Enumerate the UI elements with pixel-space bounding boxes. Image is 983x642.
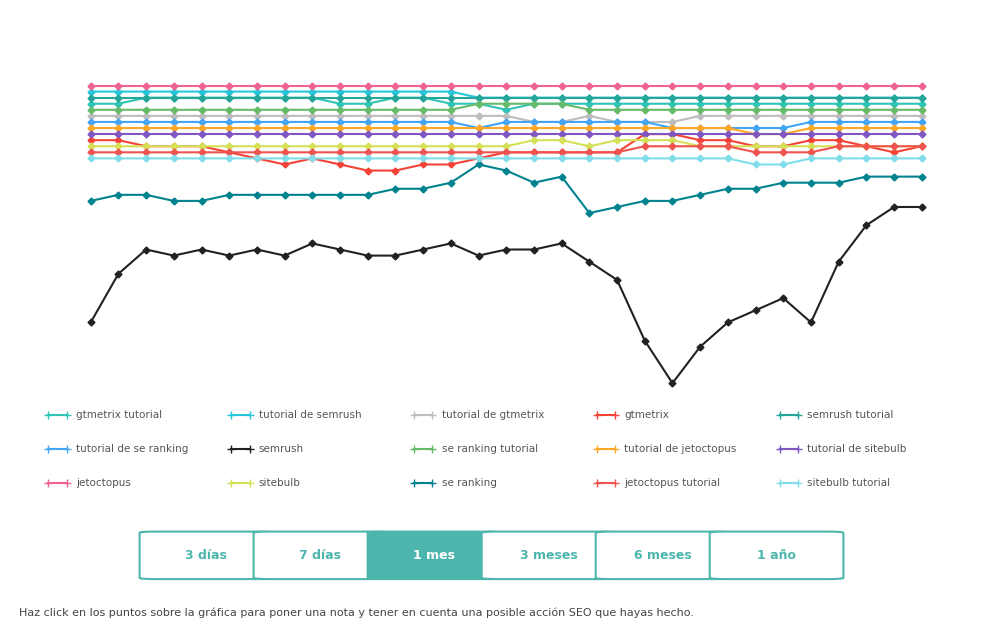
FancyBboxPatch shape <box>710 532 843 579</box>
Text: gtmetrix tutorial: gtmetrix tutorial <box>76 410 162 420</box>
Text: se ranking tutorial: se ranking tutorial <box>441 444 538 454</box>
Text: tutorial de se ranking: tutorial de se ranking <box>76 444 189 454</box>
Text: 3 días: 3 días <box>186 549 227 562</box>
Text: 3 meses: 3 meses <box>520 549 577 562</box>
Text: sitebulb: sitebulb <box>259 478 301 488</box>
Text: tutorial de semrush: tutorial de semrush <box>259 410 362 420</box>
FancyBboxPatch shape <box>140 532 273 579</box>
Text: tutorial de jetoctopus: tutorial de jetoctopus <box>624 444 737 454</box>
Text: Evolución del cluster: BLOG: Evolución del cluster: BLOG <box>20 19 322 39</box>
Text: Haz click en los puntos sobre la gráfica para poner una nota y tener en cuenta u: Haz click en los puntos sobre la gráfica… <box>20 608 694 618</box>
Text: tutorial de gtmetrix: tutorial de gtmetrix <box>441 410 544 420</box>
Text: 6 meses: 6 meses <box>634 549 691 562</box>
FancyBboxPatch shape <box>482 532 615 579</box>
FancyBboxPatch shape <box>254 532 387 579</box>
Text: semrush tutorial: semrush tutorial <box>807 410 894 420</box>
Text: semrush: semrush <box>259 444 304 454</box>
Text: 7 días: 7 días <box>300 549 341 562</box>
Text: sitebulb tutorial: sitebulb tutorial <box>807 478 891 488</box>
Text: tutorial de sitebulb: tutorial de sitebulb <box>807 444 906 454</box>
Text: gtmetrix: gtmetrix <box>624 410 669 420</box>
Text: jetoctopus: jetoctopus <box>76 478 131 488</box>
Text: 1 mes: 1 mes <box>414 549 455 562</box>
FancyBboxPatch shape <box>596 532 729 579</box>
Text: ✕: ✕ <box>947 19 963 39</box>
Text: 1 año: 1 año <box>757 549 796 562</box>
Text: jetoctopus tutorial: jetoctopus tutorial <box>624 478 721 488</box>
Text: se ranking: se ranking <box>441 478 496 488</box>
FancyBboxPatch shape <box>368 532 501 579</box>
